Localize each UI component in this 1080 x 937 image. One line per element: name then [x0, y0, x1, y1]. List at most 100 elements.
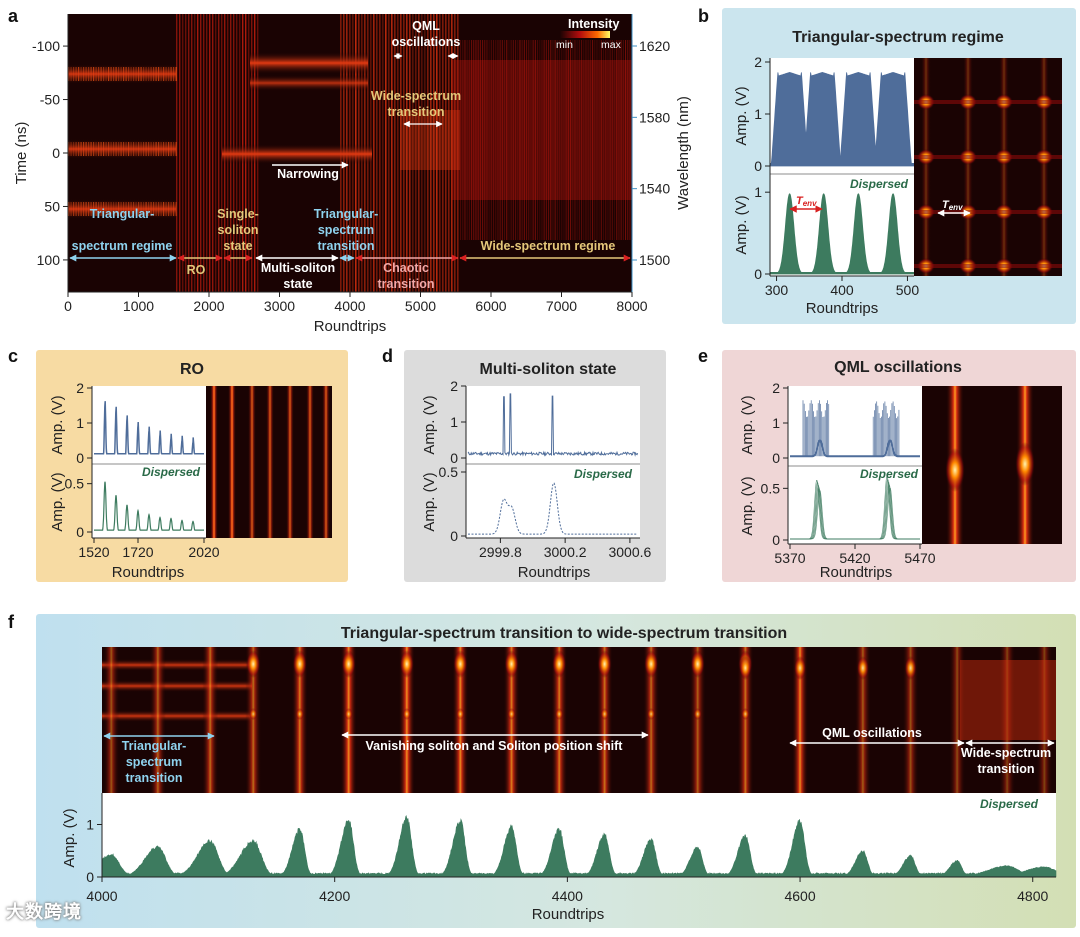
a-wide-stripe [528, 40, 530, 240]
b-tenv-marker: Tenv [789, 195, 823, 213]
a-x-tick-label: 7000 [546, 298, 577, 314]
a-wide-stripe [519, 40, 521, 240]
c-heat-line [228, 386, 236, 538]
a-ann-ro: RO [187, 263, 206, 277]
f-x-tick-label: 4400 [552, 888, 583, 904]
f-heat-spot [600, 708, 609, 720]
a-ro-stripe [218, 14, 220, 292]
f-heat-spot [507, 708, 516, 720]
a-chaos-stripe [439, 14, 441, 292]
a-wide-stripe [548, 40, 550, 240]
f-heat-row [102, 710, 252, 722]
a-y2-tick-label: 1580 [639, 109, 670, 125]
a-wide-stripe [556, 40, 558, 240]
a-wide-stripe [583, 40, 585, 240]
f-title: Triangular-spectrum transition to wide-s… [341, 625, 787, 642]
a-wide-stripe [475, 40, 477, 240]
b-y-tick-label: 0 [754, 266, 762, 282]
a-band [250, 52, 368, 74]
b-y-tick-label: 1 [754, 184, 762, 200]
f-ann-qml: QML oscillations [822, 726, 922, 740]
a-chaos-stripe [415, 14, 417, 292]
a-wide-stripe [543, 40, 545, 240]
a-wide-stripe [471, 40, 473, 240]
a-ann-multi: state [283, 277, 312, 291]
d-x-tick-label: 2999.8 [479, 544, 522, 560]
a-wide-stripe [616, 40, 618, 240]
f-heat-row [102, 659, 252, 671]
a-ann-single: state [223, 239, 252, 253]
e-ylabel-top: Amp. (V) [739, 395, 756, 454]
e-xlabel: Roundtrips [820, 564, 893, 581]
panel-label-b: b [698, 6, 709, 26]
a-chaos-stripe [454, 14, 456, 292]
f-ann-tri: Triangular- [122, 739, 187, 753]
a-wide-stripe [493, 40, 495, 240]
panel-label-c: c [8, 346, 18, 366]
panel-a-axes: 0 1000 2000 3000 4000 5000 6000 7000 8000-100-50… [32, 14, 670, 314]
b-x-tick-label: 400 [830, 282, 854, 298]
f-heat-column [103, 647, 120, 793]
b-x-tick-label: 500 [896, 282, 920, 298]
panel-c: RO Dispersed 1520 1720 2020 0 1 2 0 0.5 Roundtr… [49, 361, 332, 581]
d-ylabel-bottom: Amp. (V) [421, 472, 438, 531]
a-chaos-stripe [424, 14, 426, 292]
a-y2-tick-label: 1620 [639, 38, 670, 54]
d-ylabel-top: Amp. (V) [421, 395, 438, 454]
a-wide-stripe [508, 40, 510, 240]
a-chaos-stripe [397, 14, 399, 292]
panel-e: QML oscillations Dispersed 5370 5420 5470 0… [739, 359, 1062, 581]
a-wide-stripe [611, 40, 613, 240]
a-wide-stripe [460, 40, 462, 240]
a-y-tick-label: 50 [44, 198, 60, 214]
f-ann-wide: Wide-spectrum [961, 746, 1051, 760]
c-y-tick-label: 0 [76, 524, 84, 540]
b-heat-row [914, 264, 1062, 268]
e-x-tick-label: 5470 [904, 550, 935, 566]
a-wide-stripe [517, 40, 519, 240]
a-x-tick-label: 5000 [405, 298, 436, 314]
e-x-tick-label: 5420 [839, 550, 870, 566]
a-ro-stripe [206, 14, 208, 292]
a-x-tick-label: 8000 [616, 298, 647, 314]
a-wide-haze [400, 110, 460, 170]
c-bottom-trace [94, 481, 204, 531]
a-wide-stripe [554, 40, 556, 240]
f-heat-column [854, 647, 871, 793]
a-wide-stripe [605, 40, 607, 240]
a-chaos-stripe [376, 14, 378, 292]
e-title: QML oscillations [834, 359, 962, 376]
a-chaos-stripe [379, 14, 381, 292]
a-band [68, 139, 176, 159]
a-ann-tri-transition: spectrum [318, 223, 374, 237]
a-x-tick-label: 1000 [123, 298, 154, 314]
a-tri-stripe [175, 142, 177, 156]
a-ro-stripe [209, 14, 211, 292]
a-wide-stripe [587, 40, 589, 240]
d-y-tick-label: 2 [450, 378, 458, 394]
panel-label-a: a [8, 6, 19, 26]
a-wide-stripe [479, 40, 481, 240]
c-dispersed-label: Dispersed [142, 465, 201, 479]
a-ro-stripe [179, 14, 181, 292]
a-ro-stripe [212, 14, 214, 292]
f-heat-spot [739, 656, 752, 680]
f-heat-spot [341, 650, 356, 678]
e-y-tick-label: 0 [772, 532, 780, 548]
f-x-tick-label: 4000 [86, 888, 117, 904]
a-ro-stripe [182, 14, 184, 292]
a-wide-stripe [495, 40, 497, 240]
a-wide-stripe [585, 40, 587, 240]
f-heat-spot [647, 708, 656, 720]
a-wide-stripe [609, 40, 611, 240]
f-heat-column [949, 647, 966, 793]
a-ylabel: Time (ns) [13, 122, 30, 185]
d-traces [467, 393, 639, 535]
panel-label-f: f [8, 612, 15, 632]
f-heat-spot [555, 708, 564, 720]
e-y-tick-label: 2 [772, 380, 780, 396]
c-lines [210, 386, 330, 538]
f-trace-area [101, 815, 1057, 878]
b-heat-row [914, 210, 1062, 214]
a-wide-stripe [462, 40, 464, 240]
